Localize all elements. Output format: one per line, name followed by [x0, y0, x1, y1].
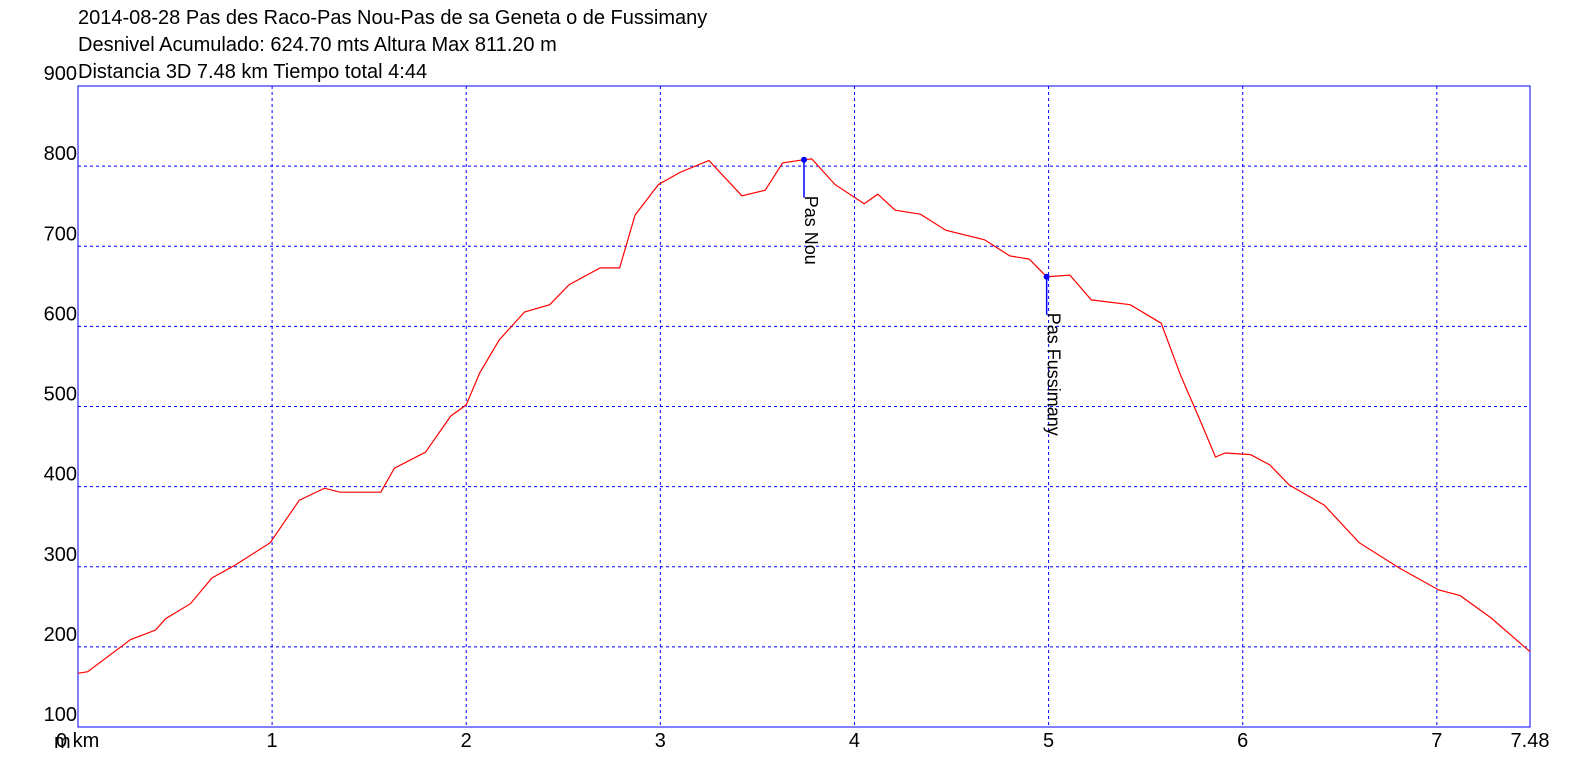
- chart-title: 2014-08-28 Pas des Raco-Pas Nou-Pas de s…: [78, 7, 707, 29]
- x-tick-label: 6: [1237, 730, 1248, 752]
- x-tick-label: 0 km: [56, 730, 99, 752]
- chart-subtitle: Desnivel Acumulado: 624.70 mts Altura Ma…: [78, 34, 557, 56]
- y-tick-label: 800: [44, 143, 77, 165]
- y-tick-label: 600: [44, 303, 77, 325]
- annotation-label: Pas Nou: [801, 196, 821, 265]
- x-tick-label: 7.48: [1511, 730, 1550, 752]
- y-tick-label: 400: [44, 464, 77, 486]
- x-tick-label: 1: [267, 730, 278, 752]
- annotation-marker: [1043, 273, 1050, 280]
- x-tick-label: 4: [849, 730, 860, 752]
- x-tick-label: 3: [655, 730, 666, 752]
- elevation-line: [77, 158, 1531, 674]
- y-tick-label: 300: [44, 544, 77, 566]
- y-tick-label: 700: [44, 223, 77, 245]
- y-tick-label: 900: [44, 63, 77, 85]
- x-tick-label: 7: [1431, 730, 1442, 752]
- y-unit-label: m: [54, 731, 71, 753]
- y-tick-label: 100: [44, 704, 77, 726]
- annotation-marker: [801, 156, 807, 163]
- y-tick-label: 500: [44, 384, 77, 406]
- x-tick-label: 5: [1043, 730, 1054, 752]
- annotation-label: Pas Fussimany: [1044, 313, 1064, 436]
- chart-subtitle: Distancia 3D 7.48 km Tiempo total 4:44: [78, 61, 427, 83]
- plot-frame: [77, 85, 1531, 728]
- x-tick-label: 2: [461, 730, 472, 752]
- y-tick-label: 200: [44, 624, 77, 646]
